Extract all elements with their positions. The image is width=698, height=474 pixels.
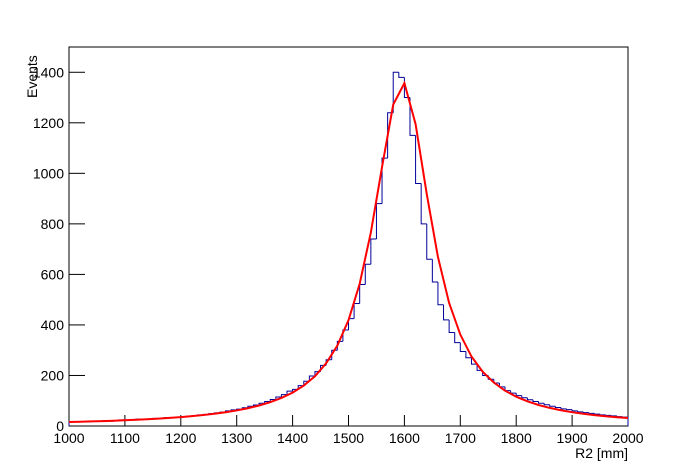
histogram-bin	[392, 71, 399, 113]
histogram-bin	[577, 410, 584, 413]
x-tick-label: 1200	[165, 430, 196, 446]
histogram-bin	[286, 390, 293, 395]
histogram-bin	[521, 395, 528, 399]
histogram-bin	[605, 414, 612, 416]
histogram-bin	[370, 238, 377, 265]
histogram-bin	[465, 351, 472, 359]
histogram-bin	[431, 259, 438, 283]
y-tick-label: 600	[41, 266, 65, 282]
histogram-bin	[543, 403, 550, 406]
histogram-bin	[566, 408, 573, 411]
histogram-bin	[571, 409, 578, 412]
histogram-bin	[275, 396, 282, 400]
y-tick-label: 200	[41, 367, 65, 383]
y-tick-label: 1200	[33, 115, 64, 131]
y-tick-label: 800	[41, 216, 65, 232]
x-axis-label: R2 [mm]	[575, 445, 628, 461]
histogram-bin	[538, 401, 545, 404]
histogram-bin	[415, 135, 422, 184]
histogram-bin	[437, 281, 444, 306]
histogram-bin	[409, 97, 416, 136]
histogram-bin	[588, 412, 595, 414]
x-tick-label: 1300	[221, 430, 252, 446]
histogram-bin	[342, 329, 349, 342]
x-tick-label: 2000	[612, 430, 643, 446]
y-tick-label: 1400	[33, 64, 64, 80]
histogram-bin	[470, 357, 478, 365]
y-axis-label: Events	[24, 55, 40, 98]
histogram-bin	[308, 375, 315, 382]
histogram-bin	[280, 394, 288, 397]
y-tick-label: 0	[56, 418, 64, 434]
histogram-bin	[398, 72, 405, 78]
x-tick-label: 1100	[110, 430, 140, 446]
y-tick-label: 1000	[33, 165, 64, 181]
histogram-bin	[526, 397, 533, 401]
histogram-bin	[426, 223, 433, 260]
histogram-bin	[459, 342, 466, 352]
fit-line	[68, 80, 629, 424]
histogram-bin	[381, 157, 388, 204]
histogram-bin	[364, 263, 371, 285]
x-tick-label: 1800	[501, 430, 532, 446]
histogram-bin	[610, 415, 617, 417]
histogram-bin	[443, 304, 450, 321]
x-tick-label: 1600	[389, 430, 420, 446]
histogram-bin	[554, 406, 561, 409]
histogram-bin	[420, 183, 427, 225]
histogram-bin	[264, 400, 271, 404]
x-tick-label: 1000	[53, 430, 84, 446]
histogram-bin	[454, 332, 461, 344]
x-tick-label: 1700	[445, 430, 476, 446]
x-tick-label: 1900	[557, 430, 588, 446]
histogram-bin	[549, 404, 556, 407]
histogram-bin	[258, 402, 265, 406]
x-tick-label: 1400	[277, 430, 308, 446]
y-tick-label: 400	[41, 317, 65, 333]
histogram-bin	[532, 399, 539, 402]
histogram-bin	[269, 398, 276, 402]
histogram-bin	[593, 413, 601, 415]
x-tick-label: 1500	[333, 430, 364, 446]
histogram-bin	[448, 319, 455, 334]
histogram-bin	[582, 411, 589, 414]
histogram-bin	[560, 407, 567, 410]
